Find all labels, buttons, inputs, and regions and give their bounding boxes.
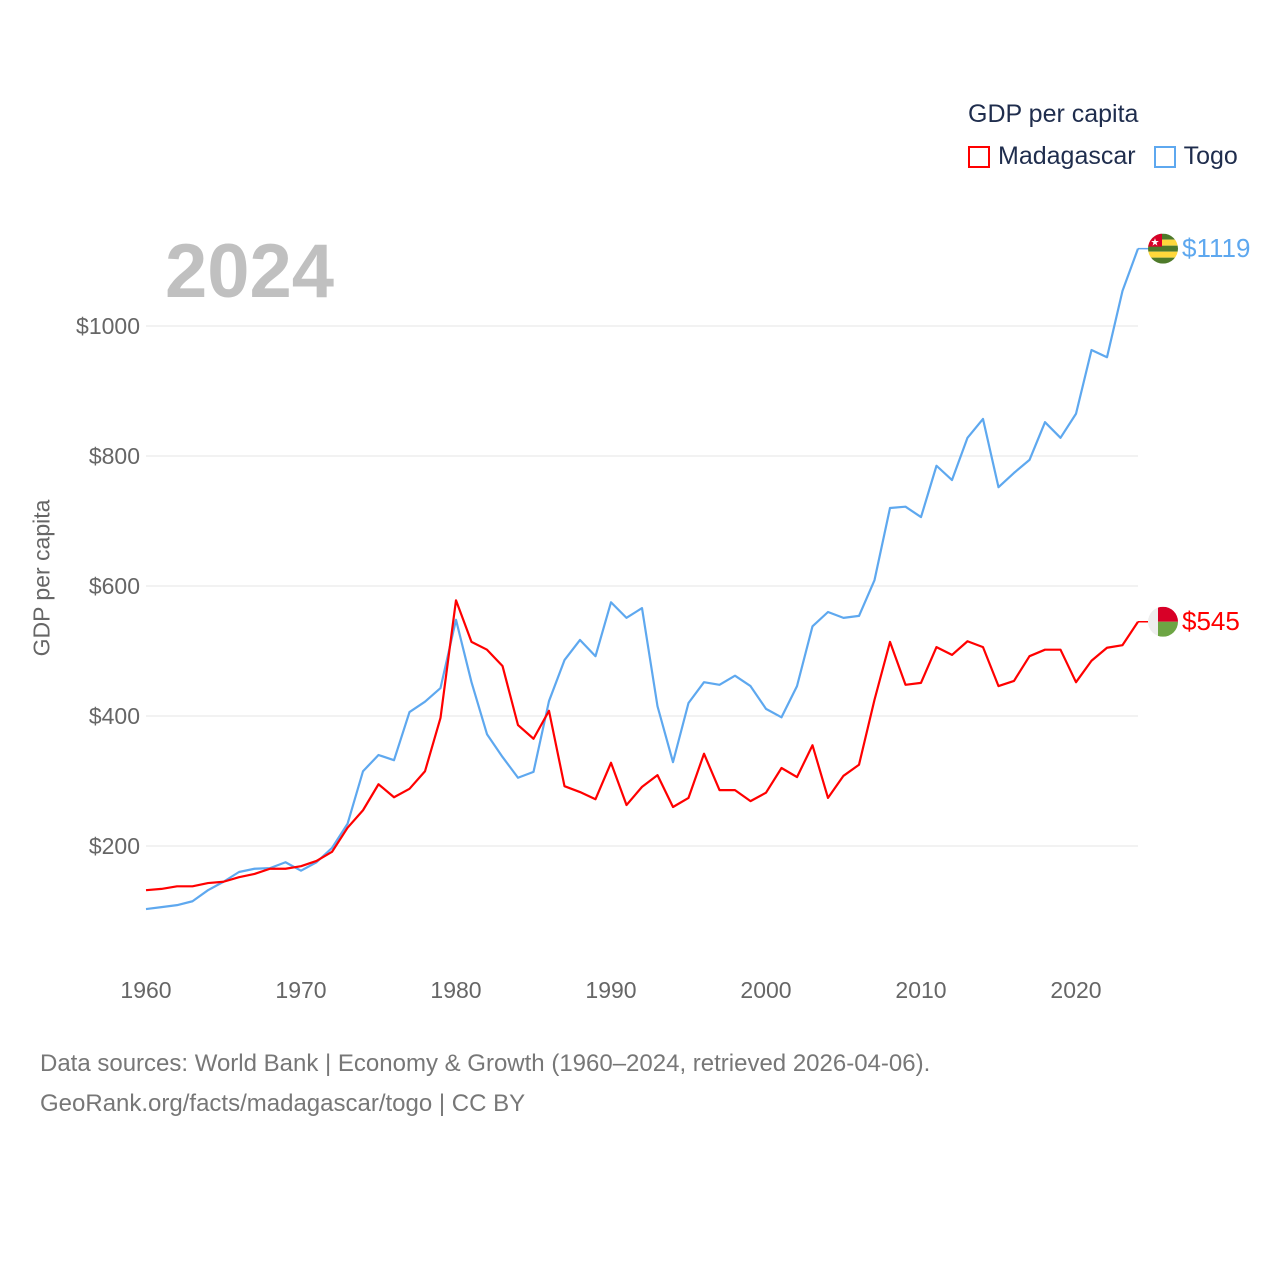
footer: Data sources: World Bank | Economy & Gro…	[40, 1044, 930, 1124]
legend-label: Madagascar	[998, 142, 1136, 170]
svg-text:★: ★	[1151, 238, 1160, 249]
y-tick-label: $800	[89, 443, 140, 469]
y-tick-label: $200	[89, 833, 140, 859]
legend-swatch-togo	[1153, 145, 1176, 168]
x-tick-label: 2020	[1050, 977, 1101, 1003]
x-tick-label: 2010	[895, 977, 946, 1003]
footer-sources: Data sources: World Bank | Economy & Gro…	[40, 1050, 931, 1077]
legend-label: Togo	[1183, 142, 1238, 170]
y-axis-label: GDP per capita	[28, 499, 55, 657]
madagascar-flag-icon	[1148, 606, 1178, 637]
end-label-madagascar: $545	[1182, 605, 1240, 636]
x-tick-label: 1980	[430, 977, 481, 1003]
togo-flag-icon: ★	[1148, 233, 1178, 264]
series-line-togo	[145, 248, 1140, 911]
legend-swatch-madagascar	[968, 145, 990, 168]
x-tick-label: 2000	[740, 977, 791, 1003]
x-tick-label: 1990	[585, 977, 636, 1003]
x-tick-label: 1970	[275, 977, 326, 1003]
y-tick-label: $400	[89, 703, 140, 729]
end-label-togo: $1119	[1182, 232, 1251, 263]
x-tick-label: 1960	[120, 977, 171, 1003]
y-tick-label: $1000	[76, 313, 140, 339]
legend-title: GDP per capita	[968, 100, 1139, 128]
y-tick-label: $600	[89, 573, 140, 599]
year-label: 2024	[165, 229, 335, 314]
footer-link[interactable]: GeoRank.org/facts/madagascar/togo | CC B…	[40, 1090, 526, 1117]
legend: Madagascar Togo	[968, 142, 1256, 171]
legend-item-madagascar[interactable]: Madagascar	[968, 142, 1136, 171]
series-line-madagascar	[145, 599, 1139, 892]
legend-item-togo[interactable]: Togo	[1153, 142, 1238, 171]
